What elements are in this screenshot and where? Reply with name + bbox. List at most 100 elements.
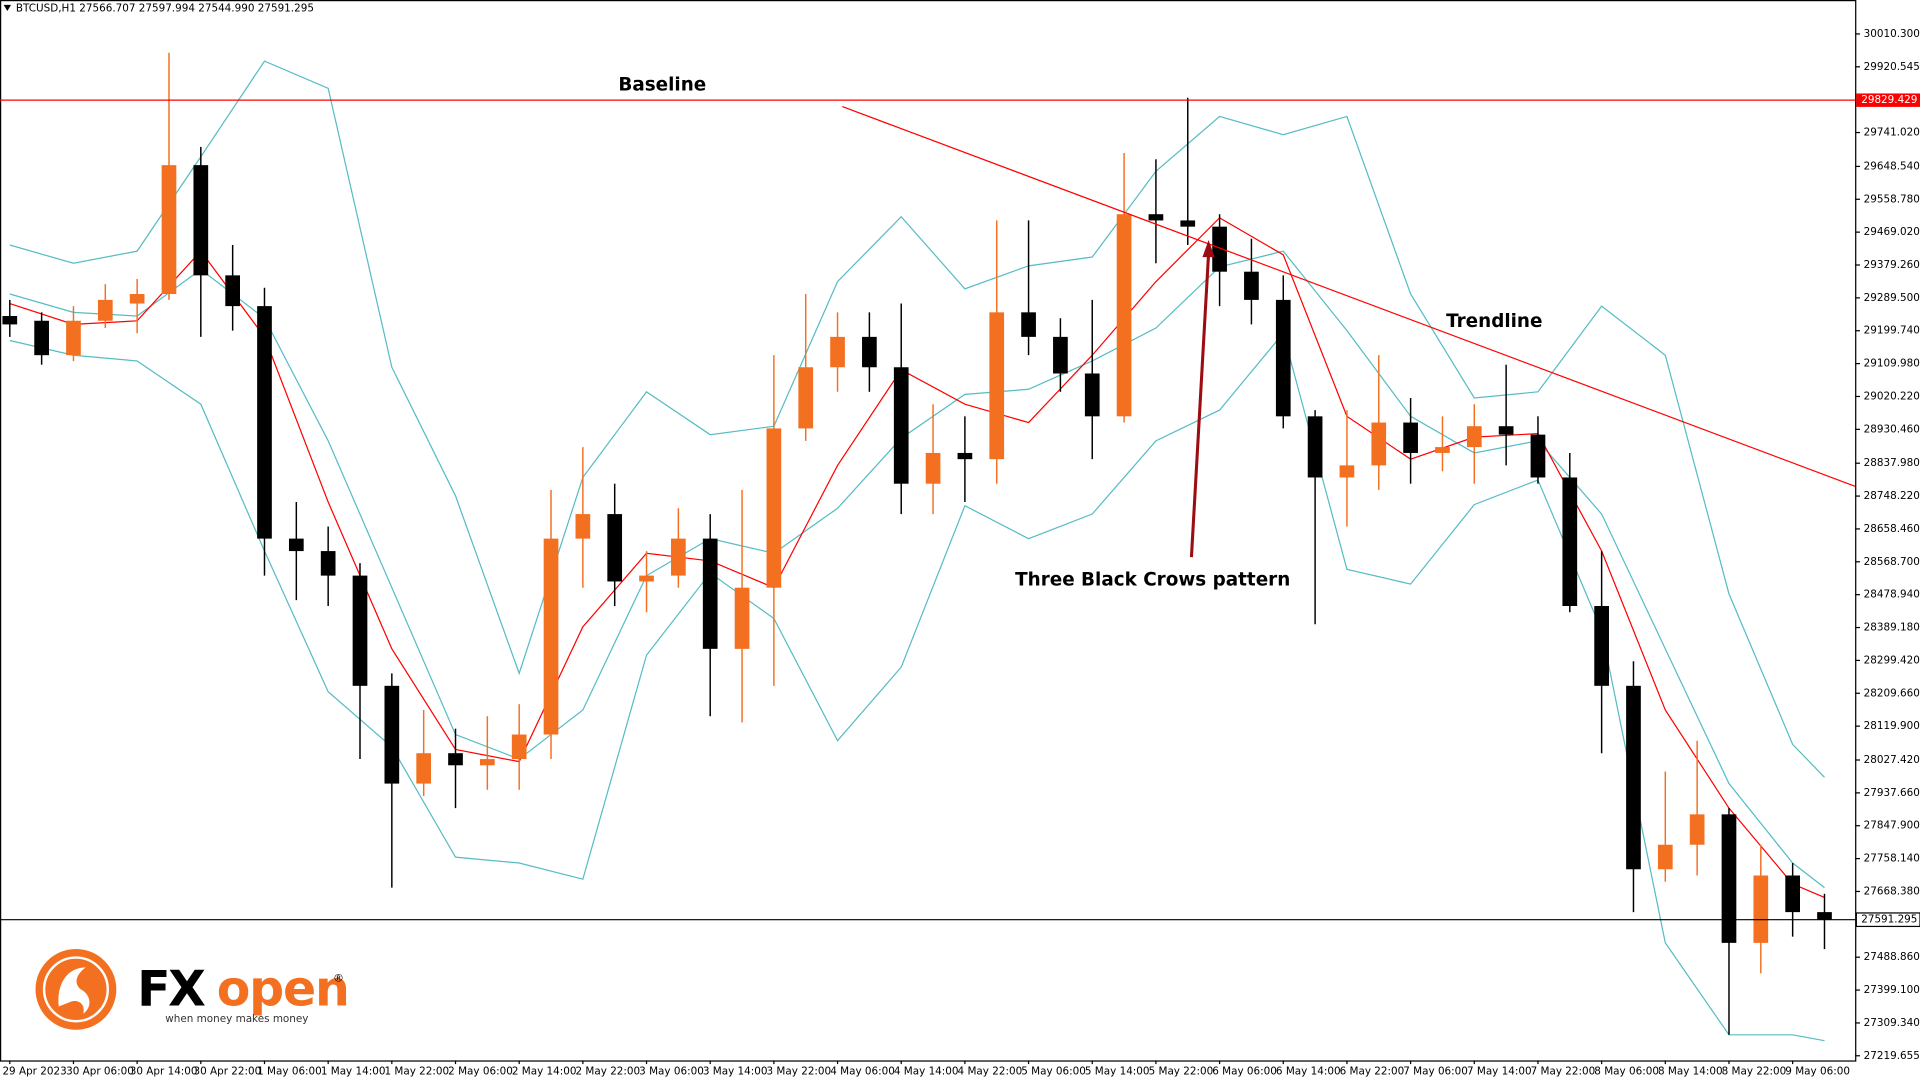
- y-tick-label: 27399.100: [1864, 984, 1920, 996]
- y-tick-label: 29920.545: [1864, 61, 1920, 73]
- y-tick-label: 29741.020: [1864, 127, 1920, 139]
- bollinger-band: [9, 60, 1825, 778]
- current-price-tag: [1855, 912, 1920, 928]
- y-tick-label: 28837.980: [1864, 457, 1920, 469]
- x-tick-label: 1 May 06:00: [257, 1065, 322, 1077]
- x-tick-label: 7 May 14:00: [1467, 1065, 1532, 1077]
- candle-body: [639, 575, 654, 582]
- x-tick-label: 7 May 06:00: [1403, 1065, 1468, 1077]
- x-tick-label: 3 May 14:00: [703, 1065, 768, 1077]
- candle-body: [1817, 912, 1832, 920]
- x-tick-label: 3 May 22:00: [767, 1065, 832, 1077]
- y-tick-label: 28119.900: [1864, 720, 1920, 732]
- x-tick-label: 1 May 22:00: [384, 1065, 449, 1077]
- y-tick-label: 28748.220: [1864, 490, 1920, 502]
- axes: 30010.300 29920.545 29741.020 29648.540 2955…: [2, 28, 1919, 1077]
- logo-open: open: [217, 960, 349, 1017]
- trendline: [842, 105, 1856, 487]
- candle-body: [1530, 434, 1546, 478]
- x-tick-label: 8 May 06:00: [1594, 1065, 1659, 1077]
- y-tick-label: 30010.300: [1864, 28, 1920, 40]
- candle-body: [1084, 373, 1100, 417]
- candle-body: [448, 753, 463, 766]
- y-tick-label: 28389.180: [1864, 622, 1920, 634]
- x-tick-label: 30 Apr 14:00: [130, 1065, 198, 1077]
- candle-body: [1626, 685, 1641, 870]
- candle-body: [511, 734, 527, 760]
- candle-body: [1721, 814, 1737, 943]
- x-tick-label: 4 May 22:00: [958, 1065, 1023, 1077]
- candle-body: [1148, 214, 1164, 221]
- candle-body: [1212, 226, 1227, 272]
- x-tick-label: 30 Apr 22:00: [193, 1065, 261, 1077]
- x-tick-label: 4 May 14:00: [894, 1065, 959, 1077]
- x-tick-label: 3 May 06:00: [639, 1065, 704, 1077]
- y-tick-label: 28299.420: [1864, 654, 1920, 666]
- candle-body: [893, 367, 909, 484]
- x-tick-label: 29 Apr 2023: [2, 1065, 66, 1077]
- plot-frame: [0, 0, 1857, 1062]
- y-tick-label: 29199.740: [1864, 325, 1920, 337]
- header: BTCUSD,H1 27566.707 27597.994 27544.990 …: [16, 3, 314, 15]
- logo-fx: FX: [137, 960, 205, 1017]
- candle-body: [97, 299, 113, 321]
- y-tick-label: 28658.460: [1864, 523, 1920, 535]
- logo-registered: ®: [333, 971, 344, 984]
- baseline-tag-label: 29829.429: [1861, 94, 1917, 106]
- x-tick-label: 2 May 14:00: [512, 1065, 577, 1077]
- candle-body: [702, 538, 718, 649]
- pattern-arrow: [1189, 253, 1211, 558]
- y-tick-label: 28027.420: [1864, 754, 1920, 766]
- candle-body: [193, 165, 209, 276]
- x-tick-label: 6 May 06:00: [1212, 1065, 1277, 1077]
- candle-body: [1053, 336, 1068, 374]
- candle-body: [1466, 426, 1482, 448]
- x-tick-label: 7 May 22:00: [1531, 1065, 1596, 1077]
- logo-ring: [42, 956, 109, 1023]
- y-tick-label: 27937.660: [1864, 787, 1920, 799]
- candle-body: [989, 312, 1005, 460]
- y-tick-label: 27488.860: [1864, 951, 1920, 963]
- candle-body: [288, 538, 304, 552]
- candle-body: [1498, 426, 1514, 435]
- x-tick-label: 2 May 22:00: [576, 1065, 641, 1077]
- candle-body: [1244, 271, 1259, 300]
- candle-body: [1403, 422, 1418, 453]
- candle-body: [607, 514, 623, 582]
- x-tick-label: 8 May 22:00: [1722, 1065, 1787, 1077]
- x-tick-label: 6 May 22:00: [1340, 1065, 1405, 1077]
- logo: FX open ® when money makes money: [35, 948, 350, 1030]
- candle-body: [225, 275, 240, 307]
- candle-body: [671, 538, 686, 576]
- x-tick-label: 5 May 22:00: [1149, 1065, 1214, 1077]
- y-tick-label: 27309.340: [1864, 1017, 1920, 1029]
- y-tick-label: 29558.780: [1864, 193, 1920, 205]
- candle-body: [2, 315, 18, 325]
- candle-body: [34, 320, 49, 356]
- baseline-tag: [1856, 93, 1920, 107]
- candle-body: [1021, 312, 1036, 337]
- candle-body: [766, 428, 782, 588]
- moving-average: [9, 217, 1825, 898]
- candle-body: [129, 294, 145, 304]
- candle-body: [66, 320, 81, 356]
- annotations: 29829.429 27591.295: [0, 93, 1920, 928]
- candle-body: [543, 538, 559, 735]
- candle-body: [925, 452, 941, 484]
- pattern-arrowhead: [1202, 240, 1215, 258]
- candle-body: [416, 753, 432, 784]
- y-tick-label: 29469.020: [1864, 226, 1920, 238]
- candle-body: [1435, 447, 1450, 453]
- candle-body: [1689, 814, 1705, 845]
- x-tick-label: 6 May 14:00: [1276, 1065, 1341, 1077]
- candle-body: [957, 452, 973, 460]
- y-tick-label: 29109.980: [1864, 358, 1920, 370]
- candle-body: [1562, 477, 1578, 606]
- candle-body: [257, 306, 272, 539]
- y-tick-label: 28478.940: [1864, 589, 1920, 601]
- x-tick-label: 30 Apr 06:00: [66, 1065, 134, 1077]
- candle-body: [161, 165, 177, 295]
- x-tick-label: 2 May 06:00: [448, 1065, 513, 1077]
- candle-body: [1657, 844, 1673, 870]
